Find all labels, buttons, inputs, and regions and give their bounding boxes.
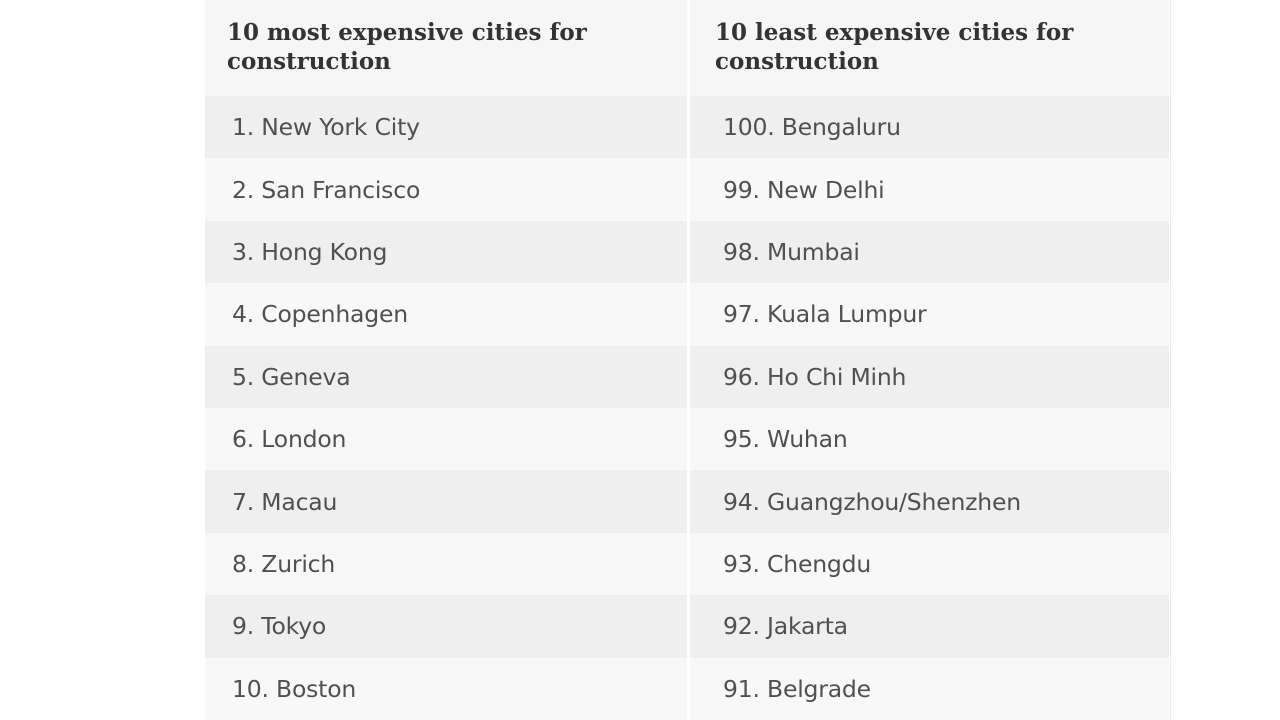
table-cell-least-expensive: 98. Mumbai	[690, 220, 1169, 284]
table-grid: 10 most expensive cities for constructio…	[205, 0, 1170, 720]
table-cell-least-expensive: 96. Ho Chi Minh	[690, 345, 1169, 408]
table-cell-least-expensive: 93. Chengdu	[690, 532, 1169, 596]
header-most-expensive: 10 most expensive cities for constructio…	[205, 0, 687, 96]
table-cell-least-expensive: 100. Bengaluru	[690, 96, 1169, 159]
table-cell-most-expensive: 4. Copenhagen	[205, 283, 687, 346]
table-cell-least-expensive: 92. Jakarta	[690, 595, 1169, 658]
table-cell-least-expensive: 91. Belgrade	[690, 657, 1169, 720]
table-cell-most-expensive: 2. San Francisco	[205, 158, 687, 221]
table-cell-most-expensive: 8. Zurich	[205, 532, 687, 596]
city-cost-table: 10 most expensive cities for constructio…	[205, 0, 1171, 720]
header-least-expensive: 10 least expensive cities for constructi…	[690, 0, 1169, 96]
table-cell-most-expensive: 6. London	[205, 407, 687, 471]
table-cell-least-expensive: 94. Guangzhou/Shenzhen	[690, 470, 1169, 533]
table-cell-least-expensive: 97. Kuala Lumpur	[690, 283, 1169, 346]
table-cell-most-expensive: 10. Boston	[205, 657, 687, 720]
table-cell-least-expensive: 99. New Delhi	[690, 158, 1169, 221]
table-cell-most-expensive: 1. New York City	[205, 96, 687, 159]
table-cell-most-expensive: 5. Geneva	[205, 345, 687, 408]
table-cell-most-expensive: 9. Tokyo	[205, 595, 687, 658]
table-cell-most-expensive: 7. Macau	[205, 470, 687, 533]
table-cell-least-expensive: 95. Wuhan	[690, 407, 1169, 471]
table-cell-most-expensive: 3. Hong Kong	[205, 220, 687, 284]
